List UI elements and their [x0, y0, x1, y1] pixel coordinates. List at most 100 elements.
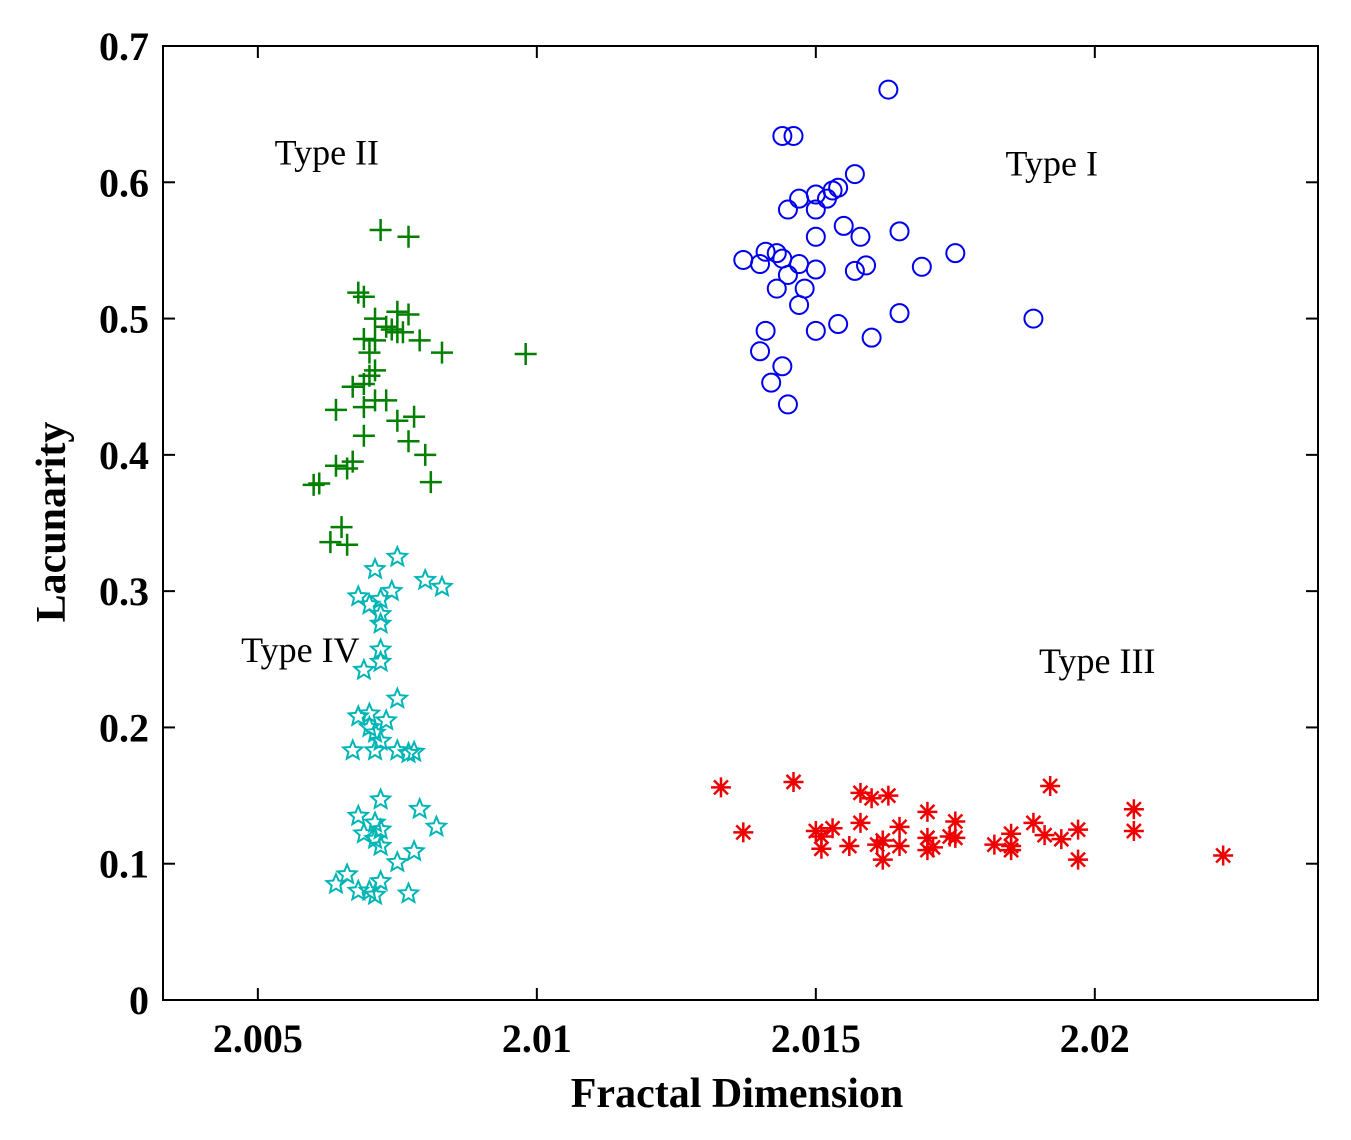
data-point-star [368, 601, 393, 625]
data-point-star [396, 740, 421, 764]
data-point-asterisk [850, 782, 871, 803]
data-point-star [424, 814, 449, 838]
data-point-star [368, 649, 393, 673]
x-tick-label: 2.005 [213, 1016, 303, 1061]
data-point-circle [755, 320, 776, 341]
data-point-star [385, 544, 410, 568]
data-point-circle [777, 394, 798, 415]
y-tick-label: 0.5 [99, 297, 149, 342]
data-point-asterisk [1123, 821, 1144, 842]
data-point-plus [375, 389, 398, 412]
data-point-circle [766, 243, 787, 264]
y-tick-label: 0.2 [99, 705, 149, 750]
data-point-plus [414, 443, 437, 466]
x-tick-label: 2.01 [502, 1016, 572, 1061]
data-point-plus [352, 424, 375, 447]
data-point-circle [761, 372, 782, 393]
data-point-circle [789, 188, 810, 209]
data-point-circle [844, 164, 865, 185]
data-point-star [335, 861, 360, 885]
data-point-asterisk [917, 827, 938, 848]
data-point-circle [945, 243, 966, 264]
data-point-plus [336, 533, 359, 556]
data-point-circle [777, 199, 798, 220]
data-point-plus [330, 516, 353, 539]
data-point-asterisk [1001, 840, 1022, 861]
data-point-asterisk [822, 818, 843, 839]
cluster-label: Type III [1039, 641, 1155, 681]
data-point-plus [386, 409, 409, 432]
data-point-asterisk [850, 812, 871, 833]
data-point-asterisk [889, 835, 910, 856]
data-point-star [385, 849, 410, 873]
data-point-plus [397, 430, 420, 453]
data-point-star [351, 657, 376, 681]
data-point-asterisk [1068, 849, 1089, 870]
data-point-asterisk [710, 777, 731, 798]
data-point-star [363, 826, 387, 850]
data-point-circle [777, 264, 798, 285]
data-point-circle [755, 241, 776, 262]
y-axis-title: Lacunarity [29, 422, 75, 623]
data-point-circle [878, 79, 899, 100]
data-point-plus [380, 318, 403, 341]
data-point-asterisk [1040, 776, 1061, 797]
data-point-circle [750, 341, 771, 362]
data-point-asterisk [939, 826, 960, 847]
data-point-circle [911, 256, 932, 277]
data-point-circle [794, 278, 815, 299]
data-point-plus [358, 341, 381, 364]
data-point-star [413, 567, 438, 591]
data-point-circle [789, 294, 810, 315]
data-point-plus [514, 343, 537, 366]
data-point-circle [772, 356, 793, 377]
cluster-label: Type I [1006, 143, 1098, 183]
data-point-plus [364, 359, 387, 382]
data-point-star [357, 592, 382, 616]
data-point-plus [341, 375, 364, 398]
data-point-circle [772, 248, 793, 269]
data-point-asterisk [1051, 829, 1072, 850]
data-point-plus [352, 285, 375, 308]
data-point-star [363, 737, 387, 761]
data-point-plus [319, 531, 342, 554]
data-point-star [396, 881, 421, 904]
data-point-circle [1023, 308, 1044, 329]
data-point-plus [302, 473, 325, 496]
data-point-star [324, 871, 348, 895]
data-point-plus [364, 307, 387, 330]
data-point-circle [889, 221, 910, 242]
data-point-star [368, 637, 393, 660]
data-point-star [363, 882, 387, 906]
data-point-star [340, 737, 365, 761]
data-point-plus [352, 372, 375, 395]
data-point-asterisk [1068, 819, 1089, 840]
y-tick-label: 0 [129, 978, 149, 1023]
data-point-star [402, 838, 427, 862]
data-point-plus [352, 396, 375, 419]
data-point-asterisk [811, 826, 832, 847]
data-point-asterisk [945, 827, 966, 848]
data-point-asterisk [867, 834, 888, 855]
cluster-label: Type II [275, 133, 379, 173]
data-point-asterisk [872, 849, 893, 870]
data-point-plus [391, 321, 414, 344]
data-point-asterisk [783, 771, 804, 792]
data-point-circle [772, 125, 793, 146]
data-point-star [407, 796, 432, 820]
data-point-circle [783, 125, 804, 146]
data-point-asterisk [945, 811, 966, 832]
data-point-circle [789, 254, 810, 275]
data-point-plus [308, 472, 331, 495]
data-point-star [430, 574, 454, 598]
data-point-asterisk [889, 816, 910, 837]
data-point-star [351, 821, 376, 844]
plot-frame [162, 45, 1319, 1001]
data-point-asterisk [923, 837, 943, 858]
data-point-star [368, 787, 393, 810]
y-tick-label: 0.3 [99, 569, 149, 614]
data-point-circle [805, 226, 826, 247]
data-point-asterisk [839, 835, 860, 856]
data-point-asterisk [1123, 799, 1144, 820]
